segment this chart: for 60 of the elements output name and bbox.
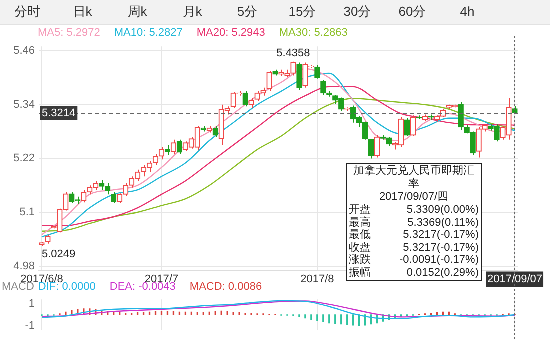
candlestick — [248, 98, 254, 109]
annotation: 开盘 — [349, 204, 371, 216]
candlestick — [242, 90, 248, 108]
candlestick — [122, 182, 129, 197]
text: MA20: 5.2943 — [196, 27, 266, 39]
annotation: 5.3309(0.00%) — [406, 204, 479, 216]
annotation: 加拿大元兑人民币即期汇率 — [352, 165, 476, 191]
candlestick — [368, 138, 374, 160]
text: 30分 — [342, 3, 372, 21]
text: 日k — [72, 3, 94, 21]
candlestick — [266, 70, 272, 92]
annotation: 0.0152(0.29%) — [406, 266, 479, 279]
x-tick-label: 2017/8 — [300, 273, 334, 286]
y-tick-label: 1 — [28, 298, 35, 310]
annotation: 收盘 — [349, 242, 371, 254]
candlestick — [176, 139, 183, 155]
candlestick — [296, 62, 302, 92]
text: 分时 — [14, 3, 42, 21]
annotation: 2017/09/07/四 — [378, 191, 450, 204]
text: 60分 — [398, 3, 428, 21]
annotation: 振幅 — [349, 266, 371, 279]
y-tick-label: 5.22 — [14, 152, 35, 165]
annotation: 最高 — [349, 216, 371, 229]
text: 周k — [126, 3, 148, 21]
candlestick — [374, 134, 380, 158]
candlestick — [158, 146, 165, 160]
annotation: 5.3217(-0.17%) — [403, 242, 479, 254]
text: 15分 — [288, 3, 318, 21]
text: MA30: 5.2863 — [279, 27, 348, 39]
candlestick — [290, 61, 296, 76]
candlestick — [410, 115, 416, 137]
chart-title: MACD — [2, 281, 34, 293]
candlestick — [170, 139, 177, 155]
annotation: 涨跌 — [349, 254, 371, 266]
y-tick-label: 5.34 — [14, 98, 35, 111]
text: 月k — [182, 3, 204, 21]
annotation: 5.0249 — [42, 248, 76, 261]
annotation: -0.0091(-0.17%) — [400, 254, 479, 266]
candlestick — [314, 64, 320, 80]
series-label: DIF: 0.0000 — [38, 281, 96, 293]
annotation: 5.3217(-0.17%) — [403, 229, 479, 242]
candlestick — [105, 182, 111, 196]
y-tick-label: 4.98 — [14, 260, 35, 272]
candlestick — [117, 193, 123, 204]
series-label: MACD: 0.0086 — [190, 281, 262, 293]
y-tick-label: -1 — [25, 320, 35, 332]
annotation: 5.4358 — [276, 47, 310, 60]
y-tick-label: 5.46 — [14, 45, 35, 58]
candlestick — [404, 118, 410, 137]
y-tick-label: 5.1 — [20, 206, 35, 219]
x-tick-label: 2017/09/07 — [487, 273, 543, 286]
text: MA10: 5.2827 — [114, 27, 183, 39]
annotation: 5.3369(0.11%) — [408, 216, 479, 229]
candlestick — [164, 144, 171, 156]
candlestick — [99, 180, 105, 191]
ref-line-label: 5.3214 — [42, 108, 76, 120]
annotation: 最低 — [349, 229, 371, 242]
text: MA5: 5.2972 — [38, 27, 100, 39]
text: 4h — [459, 3, 476, 21]
text: 5分 — [236, 3, 259, 21]
